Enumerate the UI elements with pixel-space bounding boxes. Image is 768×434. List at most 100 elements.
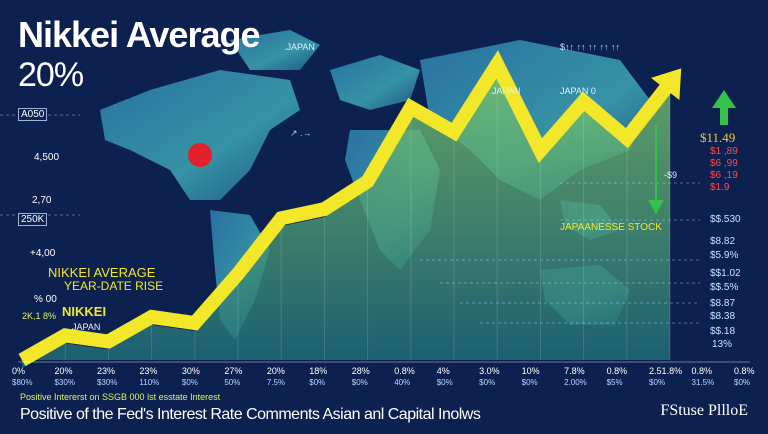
data-point <box>496 63 498 65</box>
data-point <box>410 106 412 108</box>
right-value: $$.18 <box>710 326 736 337</box>
x-axis-tick-label: $0% <box>734 378 751 387</box>
x-axis-tick-label: 10% <box>521 366 540 376</box>
y-axis-label: A050 <box>18 108 48 121</box>
x-axis-tick-label: 23% <box>96 366 115 376</box>
data-point <box>237 273 239 275</box>
caption-line-1: Positive Intererst on SSGB 000 lst essta… <box>20 392 221 402</box>
map-greenland <box>230 30 320 70</box>
right-value: $$.5% <box>710 282 739 293</box>
label-japan-sub: JAPAN <box>72 322 101 332</box>
y-axis-label: 2,70 <box>32 195 52 206</box>
x-axis-tick-label: 2.51.8% <box>649 366 683 376</box>
series-line <box>18 50 676 367</box>
right-value-mid: -$9 <box>664 170 678 180</box>
label-japanese-stock: JAPAANESSE STOCK <box>560 222 662 233</box>
label-nikkei-value: 2K,1 8% <box>22 311 57 321</box>
data-point <box>583 100 585 102</box>
right-value: $$.530 <box>710 214 741 225</box>
data-point <box>539 150 541 152</box>
right-value: $8.82 <box>710 236 736 247</box>
y-axis-label: 4,500 <box>34 152 60 163</box>
x-axis-tick-label: 31.5% <box>691 378 715 387</box>
x-axis-tick-label: 0.8% <box>394 366 415 376</box>
x-axis-tick-label: $0% <box>181 378 198 387</box>
x-axis-tick-label: $0% <box>649 378 666 387</box>
map-label-japan: JAPAN <box>492 86 521 96</box>
x-axis-tick-label: 4% <box>436 366 450 376</box>
y-axis-label: +4,00 <box>30 248 56 259</box>
brand-logo: FStuse PllloE <box>660 402 748 419</box>
data-points <box>21 63 671 361</box>
data-point <box>194 322 196 324</box>
x-axis-tick-label: $30% <box>96 378 118 387</box>
caption-line-2: Positive of the Fed's Interest Rate Comm… <box>20 406 481 423</box>
label-nikkei-average: NIKKEI AVERAGE <box>48 265 156 280</box>
x-axis-tick-label: 0% <box>12 366 26 376</box>
x-axis-tick-label: 7.5% <box>266 378 286 387</box>
data-point <box>21 359 23 361</box>
vertical-guides <box>64 64 671 360</box>
x-axis-tick-label: $30% <box>54 378 75 387</box>
headline-percent: 20% <box>18 56 84 94</box>
map-north-america <box>100 70 300 200</box>
x-axis-tick-label: $0% <box>351 378 368 387</box>
data-point <box>626 137 628 139</box>
x-axis-tick-label: 23% <box>139 366 158 376</box>
x-axis-tick-label: 0.8% <box>606 366 628 376</box>
data-point <box>367 180 369 182</box>
right-value: $8.87 <box>710 298 736 309</box>
area-fill <box>22 72 670 369</box>
right-value: $8.38 <box>710 311 736 322</box>
data-point <box>280 217 282 219</box>
location-dot-icon <box>188 143 212 167</box>
x-axis-tick-label: $80% <box>12 378 33 387</box>
x-axis-tick-label: $5% <box>606 378 623 387</box>
map-label-japan: .JAPAN <box>284 42 315 52</box>
x-axis-tick-label: 0.8% <box>734 366 755 376</box>
right-value-red: $6 ,99 <box>710 158 738 169</box>
green-down-arrow-icon <box>648 125 664 214</box>
right-dashed-guides <box>0 114 700 324</box>
x-axis-tick-label: 20% <box>266 366 285 376</box>
x-axis-tick-label: 30% <box>181 366 200 376</box>
x-axis-tick-label: $0% <box>479 378 496 387</box>
data-point <box>64 334 66 336</box>
right-value-gold: $11.49 <box>700 130 736 145</box>
x-axis-tick-label: 3.0% <box>479 366 500 376</box>
right-value: $5.9% <box>710 250 739 261</box>
data-point <box>323 208 325 210</box>
page-title: Nikkei Average <box>18 14 260 55</box>
data-point <box>151 316 153 318</box>
right-value-red: $1 ,89 <box>710 146 738 157</box>
x-axis-tick-label: 27% <box>224 366 243 376</box>
label-ytd-rise: YEAR-DATE RISE <box>64 279 164 293</box>
x-axis-tick-label: 110% <box>139 378 160 387</box>
x-axis-tick-label: 28% <box>351 366 370 376</box>
x-axis-tick-label: 0.8% <box>691 366 713 376</box>
right-value-red: $6 ,19 <box>710 170 738 181</box>
label-nikkei: NIKKEI <box>62 304 107 319</box>
x-axis-tick-label: 40% <box>394 378 411 387</box>
y-axis-label: % 00 <box>34 294 57 305</box>
x-axis-tick-label: 20% <box>54 366 73 376</box>
map-arrow-text: ↗ .→ <box>290 128 312 138</box>
x-axis-tick-label: 2.00% <box>564 378 587 387</box>
data-point <box>453 131 455 133</box>
top-right-ticker: $↑↑ ↑↑ ↑↑ ↑↑ ↑↑ <box>560 42 621 52</box>
data-point <box>107 341 109 343</box>
x-axis-tick-label: $0% <box>521 378 538 387</box>
right-value: $$1.02 <box>710 268 741 279</box>
data-point <box>669 82 671 84</box>
map-europe <box>330 55 420 110</box>
x-axis-tick-label: 18% <box>309 366 328 376</box>
arrow-head <box>651 68 682 100</box>
map-label-japan: JAPAN 0 <box>560 86 596 96</box>
x-axis-tick-label: 50% <box>224 378 241 387</box>
x-axis-tick-label: 7.8% <box>564 366 585 376</box>
x-axis-tick-label: $0% <box>309 378 326 387</box>
green-up-arrow-icon <box>712 90 736 125</box>
right-value-red: $1.9 <box>710 182 730 193</box>
